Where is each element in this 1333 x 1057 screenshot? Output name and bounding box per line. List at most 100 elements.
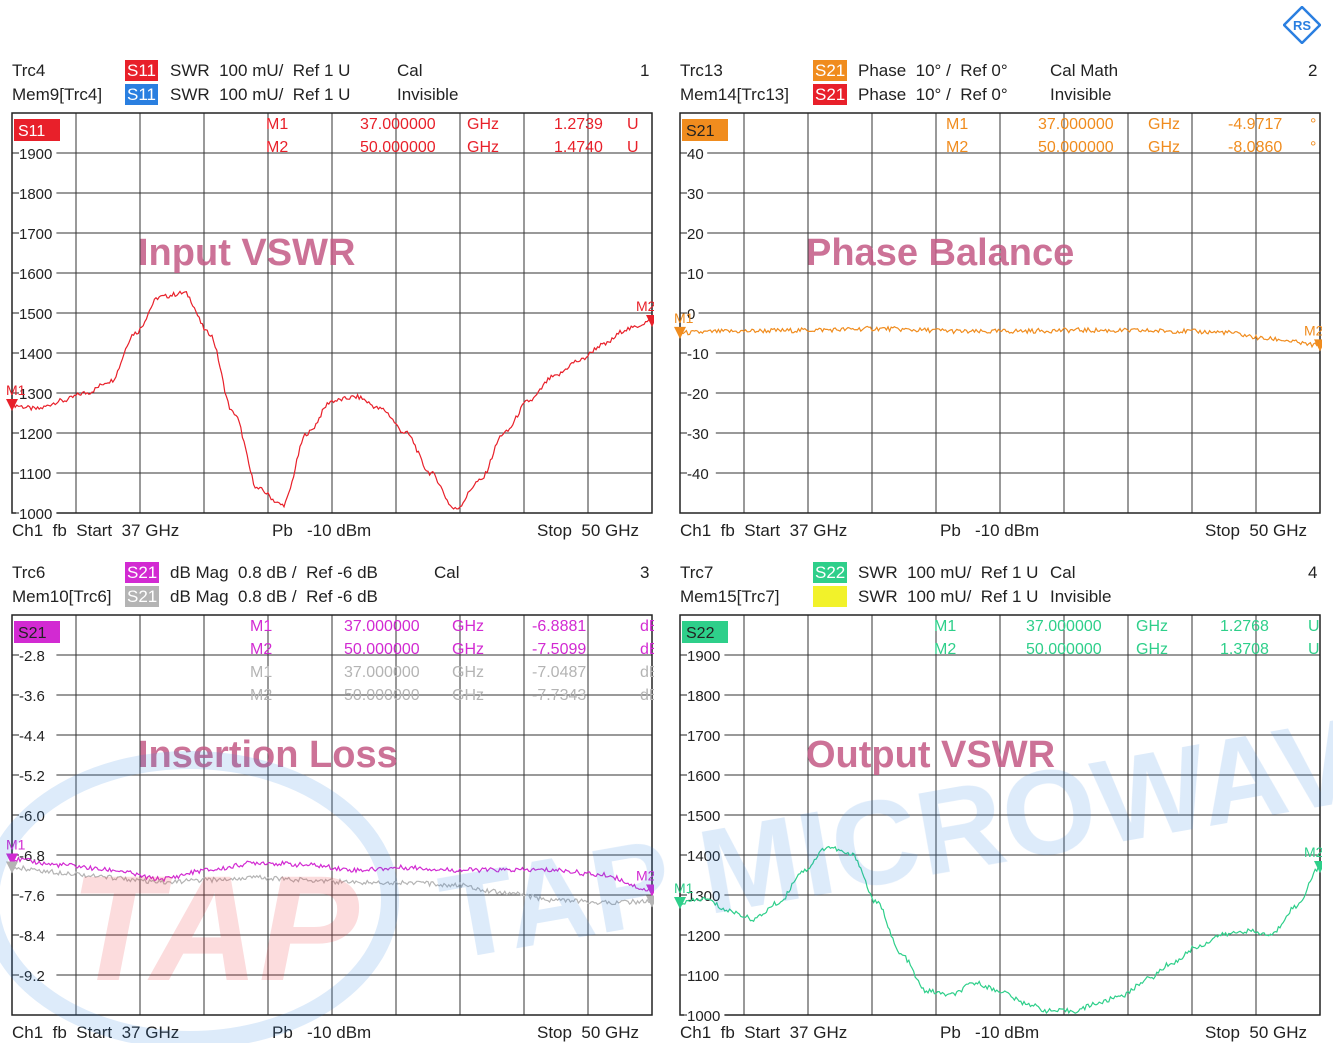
panel-number: 3	[640, 563, 650, 582]
trace2-extra: Invisible	[397, 85, 459, 104]
ytick-label: -40	[687, 466, 709, 483]
marker-name: M2	[266, 139, 288, 156]
marker-m2-triangle	[1314, 861, 1322, 873]
marker-unit: GHz	[452, 618, 484, 635]
ytick-label: -7.6	[19, 888, 45, 905]
chart-plot[interactable]: 1000110012001300140015001600170018001900…	[668, 557, 1322, 1027]
trace1-desc: SWR 100 mU/ Ref 1 U	[858, 563, 1039, 582]
chart-title: Insertion Loss	[138, 734, 398, 776]
footer-stop: Stop 50 GHz	[1205, 1023, 1308, 1042]
trace1-tag[interactable]: S21	[813, 60, 848, 81]
marker-m2-triangle	[646, 315, 654, 327]
marker-m1-triangle	[674, 326, 686, 339]
marker-m1-label: M1	[674, 310, 694, 326]
trace1-tag[interactable]: S21	[125, 562, 160, 583]
marker-name: M1	[946, 116, 968, 133]
ytick-label-bg	[684, 224, 708, 241]
ytick-label: 1500	[19, 306, 52, 323]
ytick-label: 1900	[687, 648, 720, 665]
marker-freq: 37.000000	[1038, 116, 1114, 133]
ytick-label-bg	[16, 966, 57, 983]
marker-vunit: dB	[640, 687, 654, 704]
trace2-desc: SWR 100 mU/ Ref 1 U	[858, 587, 1039, 606]
marker-m2-triangle	[646, 895, 654, 908]
ytick-label: -9.2	[19, 968, 45, 985]
ytick-label: 1700	[687, 728, 720, 745]
marker-freq: 37.000000	[1026, 618, 1102, 635]
trace2-desc: Phase 10° / Ref 0°	[858, 85, 1008, 104]
ytick-label: 1100	[19, 466, 51, 483]
trace1-tag[interactable]: S11	[125, 60, 158, 81]
series-line	[679, 325, 1321, 349]
ytick-label-bg	[684, 926, 725, 943]
trace1-desc: SWR 100 mU/ Ref 1 U	[170, 61, 351, 80]
trace-badge	[682, 119, 728, 141]
trace-badge-label: S11	[18, 123, 45, 140]
footer-start: Ch1 fb Start 37 GHz	[12, 521, 180, 540]
marker-freq: 50.000000	[360, 139, 436, 156]
chart-plot[interactable]: -9.2 -8.4 -7.6 -6.8 -6.0 -5.2 -4.4 -3.6 -2.8 M1 M2…	[0, 557, 654, 1027]
trace2-name: Mem10[Trc6]	[12, 587, 112, 606]
series-line	[11, 864, 653, 906]
marker-unit: GHz	[1136, 641, 1168, 658]
trace1-desc: Phase 10° / Ref 0°	[858, 61, 1008, 80]
trace2-tag[interactable]: S21	[125, 586, 160, 607]
ytick-label: 1400	[19, 346, 52, 363]
footer-start: Ch1 fb Start 37 GHz	[12, 1023, 180, 1042]
ytick-label-bg	[16, 144, 57, 161]
marker-name: M2	[250, 687, 272, 704]
series-line	[11, 856, 653, 892]
ytick-label-bg	[684, 424, 716, 441]
ytick-label: 1900	[19, 146, 52, 163]
marker-m1-triangle	[6, 853, 18, 866]
marker-m1-triangle	[674, 897, 686, 909]
trace2-desc: SWR 100 mU/ Ref 1 U	[170, 85, 351, 104]
trace2-tag[interactable]: S21	[813, 84, 848, 105]
ytick-label: 1100	[687, 968, 719, 985]
trace2-tag[interactable]: S11	[125, 84, 158, 105]
trace1-name: Trc13	[680, 61, 723, 80]
marker-m2-triangle	[646, 884, 654, 897]
trace2-tag[interactable]: S22	[813, 586, 848, 607]
chart-title: Input VSWR	[138, 232, 355, 274]
marker-freq: 50.000000	[344, 641, 420, 658]
ytick-label-bg	[16, 886, 57, 903]
trace-badge	[14, 621, 60, 643]
trace1-extra: Cal Math	[1050, 61, 1119, 80]
footer-stop: Stop 50 GHz	[1205, 521, 1308, 540]
marker-vunit: °	[1310, 116, 1316, 133]
marker-m2-label: M2	[1304, 844, 1322, 860]
trace1-name: Trc7	[680, 563, 714, 582]
ytick-label: 1300	[19, 386, 52, 403]
rs-logo-icon: RS	[1283, 6, 1321, 44]
marker-m1-label: M1	[6, 837, 26, 853]
trace1-extra: Cal	[397, 61, 423, 80]
chart-title: Phase Balance	[806, 232, 1074, 274]
trace2-extra: Invisible	[1050, 85, 1112, 104]
ytick-label: 0	[687, 306, 695, 323]
ytick-label: -4.4	[19, 728, 45, 745]
marker-value: 1.2739	[554, 116, 603, 133]
ytick-label: 20	[687, 226, 704, 243]
ytick-label-bg	[684, 846, 725, 863]
marker-value: -4.9717	[1228, 116, 1282, 133]
ytick-label: 1200	[19, 426, 52, 443]
chart-plot[interactable]: -40 -30 -20 -10 0 10 20 30 40 M1 M2 S21 M1 37.000000 G…	[668, 55, 1322, 525]
ytick-label-bg	[684, 766, 725, 783]
marker-freq: 37.000000	[344, 664, 420, 681]
marker-name: M2	[250, 641, 272, 658]
ytick-label-bg	[16, 424, 57, 441]
ytick-label-bg	[16, 926, 57, 943]
trace1-tag[interactable]: S22	[813, 562, 848, 583]
trace-badge-label: S21	[18, 625, 47, 642]
marker-unit: GHz	[1136, 618, 1168, 635]
ytick-label-bg	[16, 344, 57, 361]
marker-freq: 37.000000	[360, 116, 436, 133]
ytick-label-bg	[684, 184, 708, 201]
ytick-label-bg	[684, 264, 708, 281]
ytick-label: 1000	[19, 506, 52, 523]
panel-insertion-loss: Trc6 S21 dB Mag 0.8 dB / Ref -6 dB Cal 3…	[0, 557, 654, 1057]
trace1-extra: Cal	[1050, 563, 1076, 582]
chart-plot[interactable]: 1000110012001300140015001600170018001900…	[0, 55, 654, 525]
plot-area: 1000 1100 1200 1300 1400 1500 1600 1700 1800 1900…	[6, 112, 654, 523]
